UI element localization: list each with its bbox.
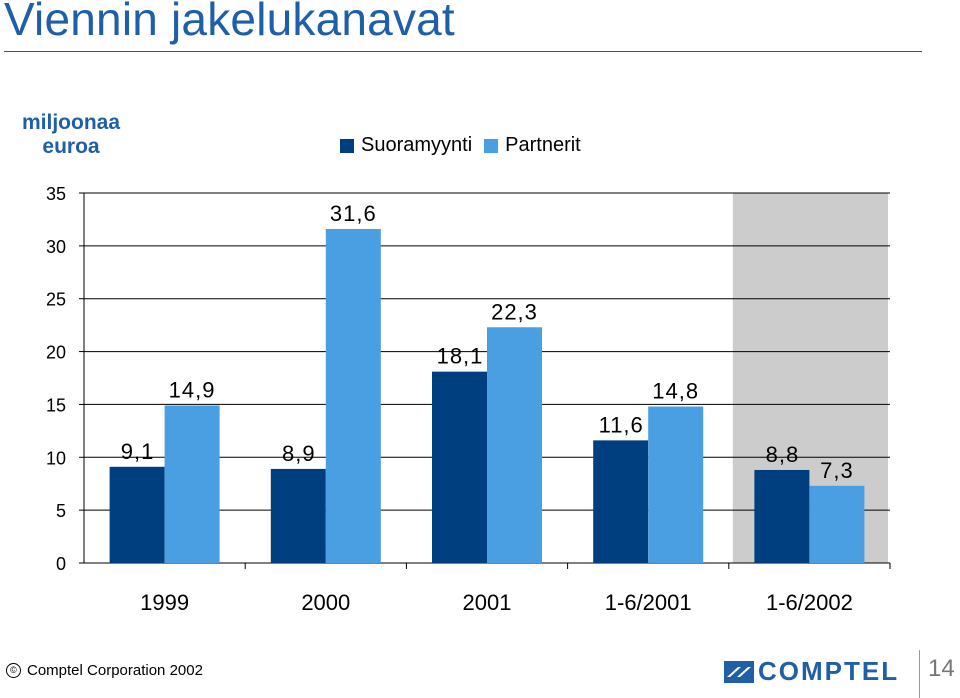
bar-suoramyynti-2001 xyxy=(432,371,487,563)
legend-label-partnerit: Partnerit xyxy=(505,134,581,156)
bar-partnerit-1-6/2002 xyxy=(809,485,865,563)
bar-suoramyynti-1-6/2002 xyxy=(754,469,810,563)
data-label: 8,9 xyxy=(282,441,316,466)
data-label: 14,9 xyxy=(169,377,216,402)
bar-partnerit-1-6/2001 xyxy=(648,406,704,563)
legend-item-suoramyynti: Suoramyynti xyxy=(340,134,472,157)
legend-swatch-suoramyynti xyxy=(340,138,354,153)
y-tick-label: 10 xyxy=(46,448,66,468)
data-label: 8,8 xyxy=(766,442,800,467)
title-underline xyxy=(4,51,922,52)
legend-item-partnerit: Partnerit xyxy=(484,134,581,157)
y-tick-label: 30 xyxy=(46,237,66,257)
data-label: 7,3 xyxy=(820,458,854,483)
bar-suoramyynti-2000 xyxy=(270,468,326,563)
footer-divider xyxy=(919,650,920,698)
copyright-text: Comptel Corporation 2002 xyxy=(27,662,203,679)
x-tick-label: 2001 xyxy=(463,590,512,615)
data-label: 11,6 xyxy=(599,412,644,437)
data-label: 9,1 xyxy=(121,439,155,464)
x-tick-label: 1999 xyxy=(140,590,189,615)
x-tick-label: 2000 xyxy=(301,590,350,615)
bar-partnerit-2000 xyxy=(325,228,381,563)
y-tick-label: 15 xyxy=(46,395,66,415)
bar-partnerit-1999 xyxy=(164,405,220,563)
x-tick-label: 1-6/2002 xyxy=(766,590,853,615)
comptel-logo-icon xyxy=(724,660,754,683)
page-number: 14 xyxy=(928,655,955,682)
y-tick-label: 35 xyxy=(46,184,66,204)
comptel-logo: COMPTEL xyxy=(724,656,899,687)
bar-partnerit-2001 xyxy=(487,327,542,563)
data-label: 14,8 xyxy=(652,379,699,404)
y-tick-label: 5 xyxy=(56,501,66,521)
comptel-logo-text: COMPTEL xyxy=(758,656,900,686)
bar-suoramyynti-1999 xyxy=(109,466,165,563)
chart-legend: Suoramyynti Partnerit xyxy=(340,134,593,157)
y-tick-label: 0 xyxy=(56,554,66,574)
page-title: Viennin jakelukanavat xyxy=(4,0,455,45)
y-axis-unit-label: miljoonaa euroa xyxy=(21,111,121,158)
x-tick-label: 1-6/2001 xyxy=(605,590,692,615)
bar-suoramyynti-1-6/2001 xyxy=(593,440,649,563)
data-label: 22,3 xyxy=(491,299,538,324)
bar-chart: 0 5 10 15 20 25 30 35 9,1 14,9 1999 8,9 31,6 2000 18,1… xyxy=(46,184,891,615)
y-tick-label: 25 xyxy=(46,290,66,310)
data-label: 18,1 xyxy=(437,344,484,369)
footer-copyright: © Comptel Corporation 2002 xyxy=(6,662,203,679)
legend-label-suoramyynti: Suoramyynti xyxy=(361,134,473,156)
copyright-icon: © xyxy=(6,663,21,678)
y-tick-label: 20 xyxy=(46,343,66,363)
legend-swatch-partnerit xyxy=(484,138,499,153)
data-label: 31,6 xyxy=(330,201,377,226)
